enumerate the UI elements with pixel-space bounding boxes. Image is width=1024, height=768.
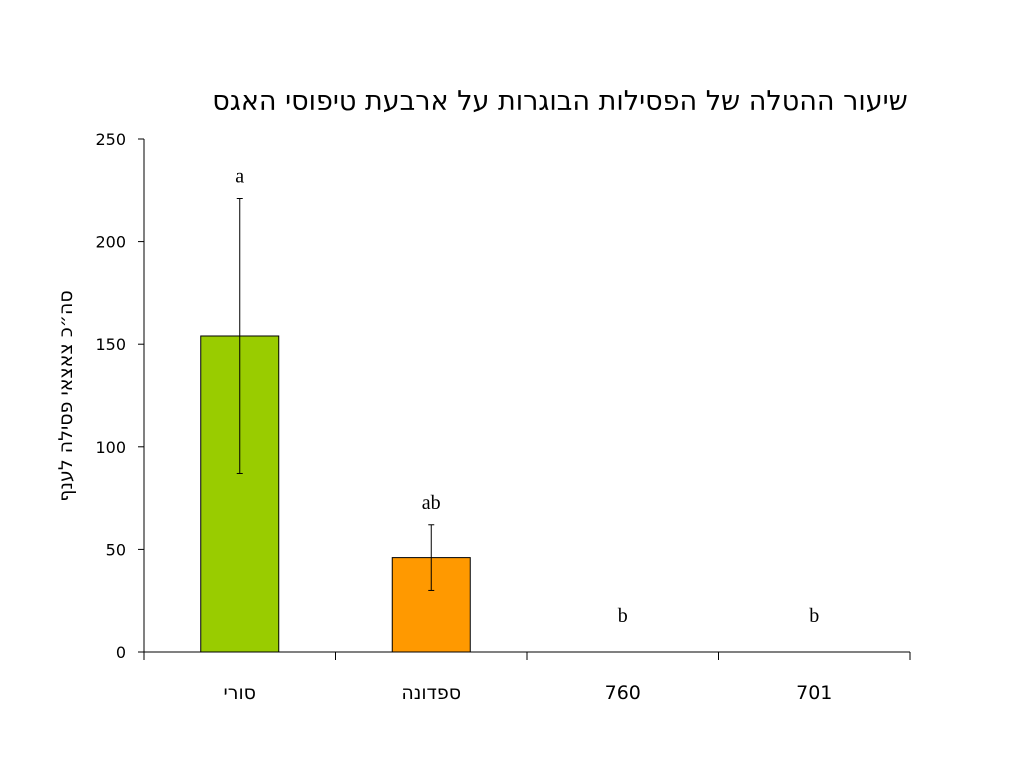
- y-tick-label: 200: [95, 233, 126, 252]
- y-tick-label: 100: [95, 438, 126, 457]
- y-tick-label: 0: [116, 643, 126, 662]
- y-tick-label: 250: [95, 130, 126, 149]
- x-tick-label: ספדונה: [401, 682, 461, 704]
- x-tick-label: סורי: [224, 682, 256, 704]
- significance-letter: ab: [422, 492, 441, 514]
- significance-letter: b: [618, 605, 628, 627]
- y-tick-label: 150: [95, 335, 126, 354]
- x-tick-label: 760: [605, 682, 641, 704]
- x-tick-label: 701: [796, 682, 832, 704]
- significance-letter: b: [809, 605, 819, 627]
- significance-letter: a: [235, 166, 244, 188]
- chart-title: שיעור ההטלה של הפסילות הבוגרות על ארבעת …: [212, 86, 908, 117]
- y-tick-label: 50: [106, 540, 126, 559]
